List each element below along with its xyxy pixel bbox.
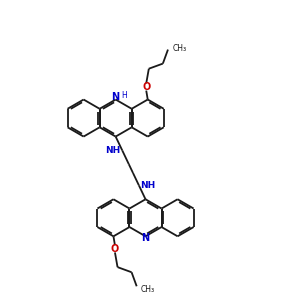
Text: N: N xyxy=(142,233,150,243)
Text: N: N xyxy=(112,92,120,102)
Text: O: O xyxy=(111,244,119,254)
Text: H: H xyxy=(121,92,127,100)
Text: CH₃: CH₃ xyxy=(172,44,187,52)
Text: CH₃: CH₃ xyxy=(140,285,154,294)
Text: NH: NH xyxy=(140,181,156,190)
Text: O: O xyxy=(142,82,150,92)
Text: NH: NH xyxy=(106,146,121,155)
